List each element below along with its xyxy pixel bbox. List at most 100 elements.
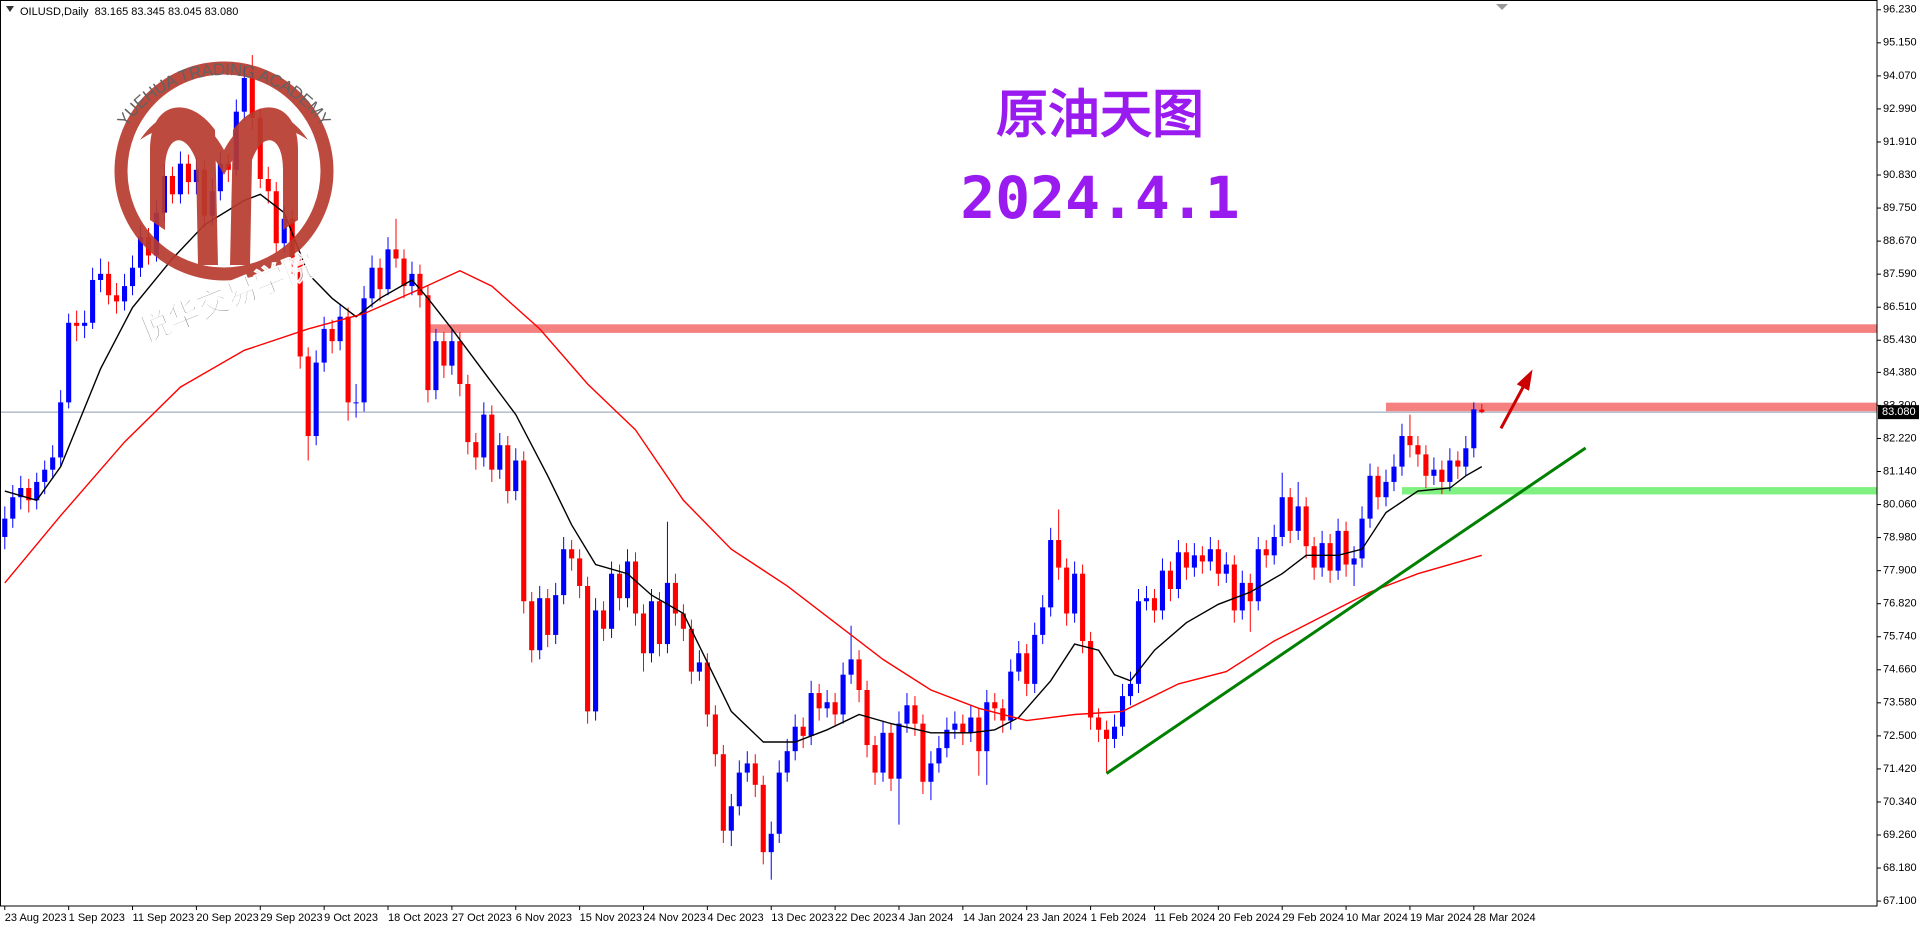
y-tick-label: 73.580 — [1883, 697, 1917, 709]
candle-body — [433, 341, 439, 391]
x-tick-label: 29 Sep 2023 — [260, 912, 322, 924]
x-tick-label: 4 Dec 2023 — [707, 912, 763, 924]
candle-body — [353, 402, 359, 404]
candle-body — [1383, 481, 1389, 498]
candle-body — [1008, 671, 1014, 721]
plot — [0, 55, 1878, 880]
y-tick-label: 75.740 — [1883, 631, 1917, 643]
candle-body — [185, 163, 191, 183]
candle-body — [672, 582, 678, 614]
candle-body — [561, 549, 567, 596]
candle-body — [624, 561, 631, 599]
x-tick-label: 9 Oct 2023 — [324, 912, 378, 924]
zone — [427, 324, 1878, 333]
candle-body — [241, 78, 247, 112]
candle-body — [912, 705, 918, 724]
candle-body — [688, 628, 694, 672]
candle-body — [577, 558, 583, 586]
candle-body — [345, 316, 351, 403]
candle-body — [313, 362, 319, 437]
candle-body — [377, 267, 383, 290]
candle-body — [114, 295, 120, 302]
candle-body — [1263, 549, 1269, 556]
subtitle: 2024.4.1 — [960, 164, 1239, 232]
candle-body — [680, 613, 686, 629]
candle-body — [768, 833, 774, 853]
candle-body — [1151, 598, 1158, 611]
candle-body — [1279, 497, 1285, 537]
candle-body — [704, 662, 710, 715]
logo-top — [140, 113, 308, 175]
candle-body — [169, 175, 176, 195]
candle-body — [1032, 634, 1038, 684]
candle-body — [752, 763, 758, 785]
candle-body — [609, 573, 615, 629]
scroll-marker — [1496, 4, 1508, 10]
candle-body — [297, 261, 303, 357]
candle-body — [1104, 729, 1110, 739]
candle-body — [369, 267, 375, 299]
candle-body — [1295, 506, 1301, 531]
candle-body — [1080, 573, 1086, 642]
y-tick-label: 74.660 — [1883, 664, 1917, 676]
x-tick-label: 11 Feb 2024 — [1154, 912, 1215, 924]
candle-body — [1423, 454, 1429, 476]
candle-body — [1471, 409, 1477, 449]
candle-body — [265, 178, 271, 192]
candle-body — [1327, 543, 1333, 571]
candle-body — [696, 662, 702, 672]
candle-body — [960, 723, 966, 733]
candle-body — [992, 702, 998, 709]
candle-body — [1255, 549, 1261, 602]
candle-body — [784, 751, 790, 773]
candle-body — [776, 772, 782, 834]
x-tick-label: 10 Mar 2024 — [1346, 912, 1408, 924]
y-tick-label: 72.500 — [1883, 730, 1917, 742]
candle-body — [744, 763, 750, 773]
candle-body — [792, 726, 798, 752]
candle-body — [712, 714, 718, 755]
candle-body — [321, 328, 327, 363]
candle-body — [1239, 582, 1245, 611]
candle-body — [1415, 445, 1421, 455]
x-tick-label: 22 Dec 2023 — [835, 912, 897, 924]
y-tick-label: 92.990 — [1883, 103, 1917, 115]
candle-body — [1096, 717, 1102, 730]
candle-body — [305, 356, 311, 437]
zone — [1385, 402, 1877, 412]
candle-body — [1175, 552, 1181, 590]
candle-body — [1359, 518, 1365, 559]
candle-body — [257, 117, 263, 179]
candle-body — [273, 191, 279, 244]
plot-frame — [0, 0, 1878, 907]
candle-body — [864, 689, 870, 746]
candle-body — [1367, 475, 1373, 519]
x-tick-label: 23 Jan 2024 — [1027, 912, 1088, 924]
candle-body — [1335, 530, 1341, 571]
candle-body — [1407, 436, 1413, 446]
candle-body — [1455, 460, 1461, 467]
candle-body — [417, 273, 423, 296]
candle-body — [1183, 552, 1189, 568]
candle-body — [393, 249, 399, 259]
candle-body — [928, 763, 934, 782]
price-label-box — [1878, 405, 1919, 420]
candle-body — [481, 414, 487, 458]
candle-body — [465, 384, 471, 443]
candle-body — [880, 732, 886, 773]
candle-body — [760, 784, 766, 853]
candle-body — [129, 267, 136, 287]
candle-body — [82, 322, 88, 326]
candle-body — [936, 748, 942, 764]
x-tick-label: 29 Feb 2024 — [1282, 912, 1344, 924]
logo-right — [230, 107, 298, 265]
candle-body — [1159, 570, 1166, 611]
candle-body — [840, 674, 846, 715]
candle-body — [18, 488, 24, 498]
y-tick-label: 96.230 — [1883, 4, 1917, 16]
trendline — [1105, 446, 1587, 775]
x-tick-label: 15 Nov 2023 — [580, 912, 642, 924]
